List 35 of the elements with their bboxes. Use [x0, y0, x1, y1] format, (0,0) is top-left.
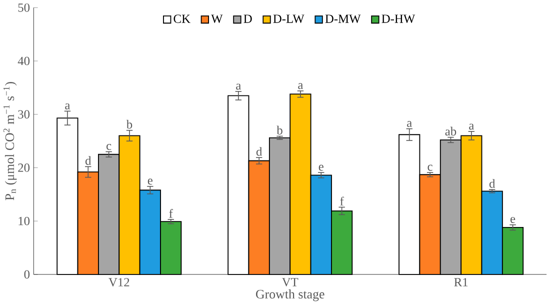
legend-label: CK	[174, 14, 190, 24]
legend-label: D-HW	[382, 14, 416, 24]
data-label: b	[276, 126, 282, 135]
x-axis-title: Growth stage	[256, 290, 324, 302]
x-tick-label: V12	[108, 278, 130, 287]
y-tick-label: 30	[18, 110, 30, 119]
data-label: a	[469, 124, 474, 130]
data-label: f	[340, 196, 344, 206]
y-tick-label: 20	[18, 164, 30, 172]
data-label: a	[407, 121, 412, 128]
data-label: e	[318, 164, 324, 171]
data-label: a	[236, 84, 241, 90]
data-label: a	[65, 104, 70, 110]
legend-label: D-MW	[325, 14, 361, 24]
y-tick-label: 0	[24, 270, 30, 279]
data-label: c	[428, 164, 432, 171]
data-label: d	[85, 156, 92, 166]
data-label: d	[256, 147, 262, 156]
legend-label: D-LW	[273, 14, 304, 24]
data-label: f	[169, 209, 173, 218]
legend-label: W	[211, 14, 223, 24]
y-tick-label: 40	[18, 56, 30, 66]
x-tick-label: VT	[282, 278, 298, 287]
data-label: d	[489, 179, 496, 188]
data-label: b	[126, 120, 132, 129]
x-tick-label: R1	[454, 278, 468, 286]
data-label: c	[106, 144, 112, 150]
y-tick-label: 10	[18, 217, 30, 226]
data-label: a	[298, 83, 304, 90]
data-label: ab	[445, 126, 456, 136]
data-label: e	[148, 178, 152, 185]
y-tick-label: 50	[18, 4, 30, 12]
legend-label: D	[244, 14, 252, 23]
data-label: e	[510, 217, 516, 224]
text: P$_{n}$ (μmol CO$^{2}$ m$^{−1}$ s$^{−1}$)	[3, 82, 17, 200]
